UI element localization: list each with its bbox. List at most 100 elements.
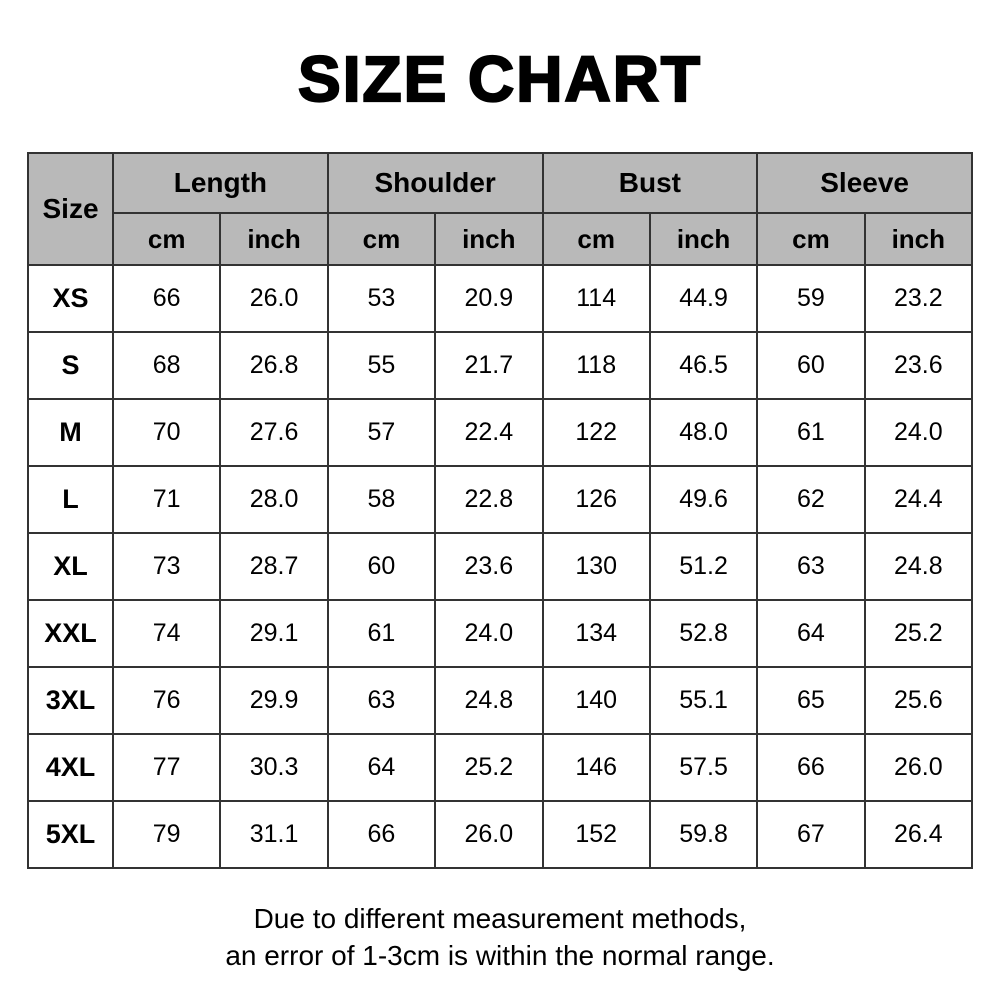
cell-length-inch: 30.3 xyxy=(219,733,329,803)
cell-length-inch: 29.1 xyxy=(219,599,329,669)
table-row-4xl: 4XL 77 30.3 64 25.2 146 57.5 66 26.0 xyxy=(27,733,974,803)
cell-bust-cm: 134 xyxy=(541,599,651,669)
header-sleeve-inch: inch xyxy=(863,212,974,267)
cell-sleeve-inch: 26.4 xyxy=(863,800,974,870)
cell-shoulder-inch: 20.9 xyxy=(434,264,544,334)
header-length-inch: inch xyxy=(219,212,329,267)
cell-sleeve-cm: 63 xyxy=(756,532,866,602)
cell-bust-inch: 44.9 xyxy=(648,264,759,334)
header-bust: Bust xyxy=(541,152,759,215)
cell-length-inch: 26.8 xyxy=(219,331,329,401)
cell-bust-cm: 152 xyxy=(541,800,651,870)
cell-bust-cm: 140 xyxy=(541,666,651,736)
header-length: Length xyxy=(112,152,329,215)
cell-length-inch: 29.9 xyxy=(219,666,329,736)
cell-sleeve-cm: 65 xyxy=(756,666,866,736)
cell-bust-inch: 51.2 xyxy=(648,532,759,602)
cell-sleeve-inch: 23.6 xyxy=(863,331,974,401)
page-title: SIZE CHART xyxy=(297,43,702,116)
cell-shoulder-inch: 25.2 xyxy=(434,733,544,803)
cell-length-cm: 66 xyxy=(111,264,222,334)
cell-length-cm: 76 xyxy=(111,666,222,736)
row-size-label: S xyxy=(27,331,114,401)
cell-sleeve-inch: 25.2 xyxy=(863,599,974,669)
cell-length-inch: 31.1 xyxy=(219,800,329,870)
header-sleeve: Sleeve xyxy=(756,152,973,215)
cell-sleeve-cm: 64 xyxy=(756,599,866,669)
row-size-label: XS xyxy=(27,264,114,334)
header-bust-cm: cm xyxy=(541,212,651,267)
cell-sleeve-cm: 59 xyxy=(756,264,866,334)
cell-shoulder-inch: 23.6 xyxy=(434,532,544,602)
cell-sleeve-inch: 24.8 xyxy=(863,532,974,602)
cell-length-cm: 73 xyxy=(111,532,222,602)
cell-shoulder-inch: 24.0 xyxy=(434,599,544,669)
row-size-label: XL xyxy=(27,532,114,602)
header-shoulder-cm: cm xyxy=(326,212,437,267)
cell-shoulder-cm: 61 xyxy=(326,599,437,669)
cell-bust-inch: 49.6 xyxy=(648,465,759,535)
cell-length-inch: 28.0 xyxy=(219,465,329,535)
cell-shoulder-cm: 60 xyxy=(326,532,437,602)
row-size-label: 4XL xyxy=(27,733,114,803)
row-size-label: XXL xyxy=(27,599,114,669)
cell-bust-cm: 130 xyxy=(541,532,651,602)
cell-shoulder-cm: 57 xyxy=(326,398,437,468)
header-sleeve-cm: cm xyxy=(756,212,866,267)
cell-bust-inch: 59.8 xyxy=(648,800,759,870)
cell-bust-inch: 57.5 xyxy=(648,733,759,803)
size-table: Size Length Shoulder Bust Sleeve cm inch… xyxy=(27,152,974,870)
table-row-s: S 68 26.8 55 21.7 118 46.5 60 23.6 xyxy=(27,331,974,401)
header-shoulder-inch: inch xyxy=(434,212,544,267)
cell-sleeve-cm: 62 xyxy=(756,465,866,535)
cell-sleeve-cm: 60 xyxy=(756,331,866,401)
cell-sleeve-cm: 66 xyxy=(756,733,866,803)
header-group-row: Size Length Shoulder Bust Sleeve xyxy=(27,152,973,267)
cell-bust-cm: 126 xyxy=(541,465,651,535)
cell-bust-inch: 55.1 xyxy=(648,666,759,736)
table-row-5xl: 5XL 79 31.1 66 26.0 152 59.8 67 26.4 xyxy=(27,800,974,870)
header-size: Size xyxy=(27,152,114,267)
table-row-m: M 70 27.6 57 22.4 122 48.0 61 24.0 xyxy=(27,398,974,468)
header-unit-row: cm inch cm inch cm inch cm inch xyxy=(28,212,974,267)
cell-sleeve-inch: 26.0 xyxy=(863,733,974,803)
header-length-cm: cm xyxy=(111,212,222,267)
table-row-xxl: XXL 74 29.1 61 24.0 134 52.8 64 25.2 xyxy=(27,599,974,669)
footer-line-2: an error of 1-3cm is within the normal r… xyxy=(225,939,775,971)
cell-length-inch: 28.7 xyxy=(219,532,329,602)
cell-sleeve-cm: 67 xyxy=(756,800,866,870)
cell-length-cm: 68 xyxy=(111,331,222,401)
cell-sleeve-cm: 61 xyxy=(756,398,866,468)
cell-shoulder-cm: 66 xyxy=(326,800,437,870)
table-row-xs: XS 66 26.0 53 20.9 114 44.9 59 23.2 xyxy=(27,264,974,334)
cell-shoulder-cm: 53 xyxy=(326,264,437,334)
footer-line-1: Due to different measurement methods, xyxy=(253,903,747,935)
cell-shoulder-inch: 22.4 xyxy=(434,398,544,468)
cell-sleeve-inch: 24.0 xyxy=(863,398,974,468)
table-row-xl: XL 73 28.7 60 23.6 130 51.2 63 24.8 xyxy=(27,532,974,602)
header-bust-inch: inch xyxy=(648,212,759,267)
cell-sleeve-inch: 25.6 xyxy=(863,666,974,736)
footer-note: Due to different measurement methods, an… xyxy=(0,901,1000,974)
cell-bust-inch: 46.5 xyxy=(648,331,759,401)
cell-shoulder-inch: 22.8 xyxy=(434,465,544,535)
header-shoulder: Shoulder xyxy=(326,152,544,215)
cell-length-cm: 74 xyxy=(111,599,222,669)
row-size-label: 5XL xyxy=(27,800,114,870)
cell-shoulder-cm: 55 xyxy=(326,331,437,401)
cell-length-cm: 71 xyxy=(111,465,222,535)
row-size-label: L xyxy=(27,465,114,535)
cell-length-cm: 79 xyxy=(111,800,222,870)
cell-shoulder-inch: 26.0 xyxy=(434,800,544,870)
cell-bust-cm: 114 xyxy=(541,264,651,334)
cell-shoulder-cm: 63 xyxy=(326,666,437,736)
row-size-label: M xyxy=(27,398,114,468)
cell-shoulder-cm: 58 xyxy=(326,465,437,535)
cell-length-inch: 27.6 xyxy=(219,398,329,468)
cell-bust-inch: 48.0 xyxy=(648,398,759,468)
cell-length-cm: 77 xyxy=(111,733,222,803)
cell-sleeve-inch: 23.2 xyxy=(863,264,974,334)
cell-length-inch: 26.0 xyxy=(219,264,329,334)
cell-shoulder-cm: 64 xyxy=(326,733,437,803)
